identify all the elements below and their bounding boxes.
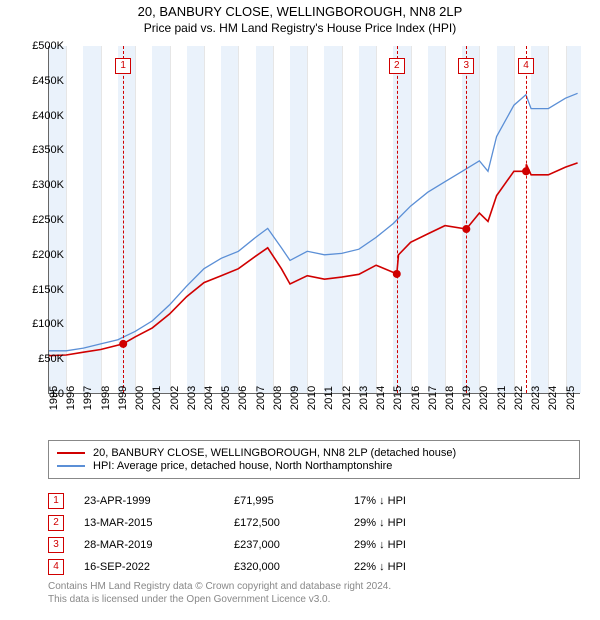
table-row: 1 23-APR-1999£71,99517% ↓ HPI: [48, 490, 454, 512]
legend: 20, BANBURY CLOSE, WELLINGBOROUGH, NN8 2…: [48, 440, 580, 479]
y-tick-label: £250K: [20, 214, 64, 226]
y-tick-label: £200K: [20, 249, 64, 261]
sale-index: 4: [48, 559, 64, 575]
legend-label-property: 20, BANBURY CLOSE, WELLINGBOROUGH, NN8 2…: [93, 447, 456, 459]
x-tick-label: 2005: [220, 386, 232, 410]
x-tick-label: 2013: [358, 386, 370, 410]
legend-label-hpi: HPI: Average price, detached house, Nort…: [93, 460, 392, 472]
sale-price: £320,000: [234, 561, 354, 573]
x-tick-label: 2024: [547, 386, 559, 410]
sale-price: £71,995: [234, 495, 354, 507]
page-title: 20, BANBURY CLOSE, WELLINGBOROUGH, NN8 2…: [0, 4, 600, 19]
x-tick-label: 2016: [410, 386, 422, 410]
sale-table: 1 23-APR-1999£71,99517% ↓ HPI 2 13-MAR-2015…: [48, 490, 454, 578]
x-tick-label: 2007: [255, 386, 267, 410]
sale-index: 2: [48, 515, 64, 531]
x-tick-label: 2003: [186, 386, 198, 410]
x-tick-label: 2011: [323, 386, 335, 410]
sale-date: 23-APR-1999: [84, 495, 234, 507]
y-tick-label: £450K: [20, 75, 64, 87]
x-tick-label: 2009: [289, 386, 301, 410]
chart-svg: [49, 46, 580, 393]
footer-line1: Contains HM Land Registry data © Crown c…: [48, 580, 580, 593]
page-subtitle: Price paid vs. HM Land Registry's House …: [0, 21, 600, 35]
footer-line2: This data is licensed under the Open Gov…: [48, 593, 580, 606]
x-tick-label: 2023: [530, 386, 542, 410]
x-tick-label: 2018: [444, 386, 456, 410]
legend-swatch-hpi: [57, 465, 85, 467]
x-tick-label: 2010: [306, 386, 318, 410]
sale-marker: 1: [115, 58, 131, 74]
sale-price: £172,500: [234, 517, 354, 529]
sale-index: 1: [48, 493, 64, 509]
x-tick-label: 2001: [151, 386, 163, 410]
x-tick-label: 1998: [100, 386, 112, 410]
y-tick-label: £400K: [20, 110, 64, 122]
table-row: 3 28-MAR-2019£237,00029% ↓ HPI: [48, 534, 454, 556]
x-tick-label: 1999: [117, 386, 129, 410]
sale-date: 28-MAR-2019: [84, 539, 234, 551]
x-tick-label: 2015: [392, 386, 404, 410]
y-tick-label: £50K: [20, 353, 64, 365]
x-tick-label: 2000: [134, 386, 146, 410]
x-tick-label: 1995: [48, 386, 60, 410]
x-tick-label: 2012: [341, 386, 353, 410]
x-tick-label: 2021: [496, 386, 508, 410]
table-row: 2 13-MAR-2015£172,50029% ↓ HPI: [48, 512, 454, 534]
x-tick-label: 2025: [565, 386, 577, 410]
x-tick-label: 1996: [65, 386, 77, 410]
x-tick-label: 2020: [478, 386, 490, 410]
sale-date: 13-MAR-2015: [84, 517, 234, 529]
x-tick-label: 1997: [82, 386, 94, 410]
sale-delta: 29% ↓ HPI: [354, 517, 454, 529]
sale-marker: 3: [458, 58, 474, 74]
x-tick-label: 2017: [427, 386, 439, 410]
sale-delta: 29% ↓ HPI: [354, 539, 454, 551]
x-tick-label: 2014: [375, 386, 387, 410]
price-chart: 1 2 3 4: [48, 46, 580, 394]
x-tick-label: 2004: [203, 386, 215, 410]
x-tick-label: 2006: [237, 386, 249, 410]
x-tick-label: 2002: [169, 386, 181, 410]
x-tick-label: 2019: [461, 386, 473, 410]
y-tick-label: £300K: [20, 179, 64, 191]
x-tick-label: 2022: [513, 386, 525, 410]
footer: Contains HM Land Registry data © Crown c…: [48, 580, 580, 606]
sale-marker: 4: [518, 58, 534, 74]
table-row: 4 16-SEP-2022£320,00022% ↓ HPI: [48, 556, 454, 578]
sale-date: 16-SEP-2022: [84, 561, 234, 573]
y-tick-label: £150K: [20, 284, 64, 296]
y-tick-label: £500K: [20, 40, 64, 52]
sale-delta: 22% ↓ HPI: [354, 561, 454, 573]
x-tick-label: 2008: [272, 386, 284, 410]
y-tick-label: £350K: [20, 144, 64, 156]
legend-swatch-property: [57, 452, 85, 454]
sale-price: £237,000: [234, 539, 354, 551]
y-tick-label: £100K: [20, 318, 64, 330]
sale-marker: 2: [389, 58, 405, 74]
sale-index: 3: [48, 537, 64, 553]
sale-delta: 17% ↓ HPI: [354, 495, 454, 507]
